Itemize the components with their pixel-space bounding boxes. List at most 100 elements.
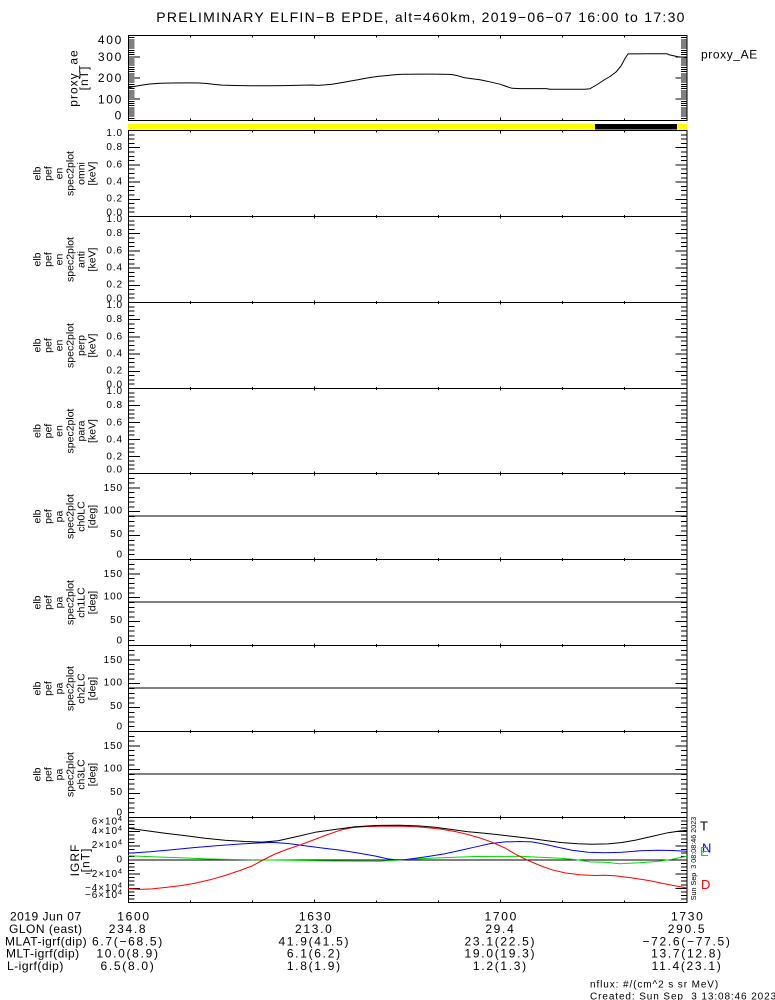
svg-text:[deg]: [deg]: [87, 763, 99, 786]
svg-text:1.2(1.3): 1.2(1.3): [473, 959, 528, 973]
svg-text:spec2plot: spec2plot: [65, 666, 77, 711]
svg-text:19.0(19.3): 19.0(19.3): [465, 947, 537, 961]
svg-text:elb: elb: [32, 424, 44, 438]
svg-text:N: N: [702, 840, 711, 855]
svg-text:0.2: 0.2: [106, 194, 123, 205]
svg-text:0.6: 0.6: [106, 331, 123, 342]
svg-text:4×104: 4×104: [92, 823, 123, 837]
svg-text:1.0: 1.0: [106, 386, 123, 397]
svg-text:L-igrf(dip): L-igrf(dip): [7, 959, 64, 973]
svg-text:200: 200: [98, 71, 123, 85]
svg-text:pef: pef: [43, 595, 55, 610]
svg-text:−6×104: −6×104: [85, 887, 123, 901]
svg-text:0.8: 0.8: [106, 314, 123, 325]
svg-text:1.8(1.9): 1.8(1.9): [287, 959, 342, 973]
svg-text:anti: anti: [76, 251, 88, 268]
svg-text:pa: pa: [54, 597, 66, 609]
svg-text:0: 0: [117, 721, 123, 732]
svg-text:en: en: [54, 425, 66, 437]
svg-text:0.2: 0.2: [106, 280, 123, 291]
svg-text:0.4: 0.4: [106, 435, 123, 446]
svg-text:23.1(22.5): 23.1(22.5): [465, 934, 537, 948]
svg-text:0.0: 0.0: [106, 294, 123, 305]
svg-text:en: en: [54, 168, 66, 180]
svg-text:0: 0: [115, 109, 123, 123]
svg-text:1600: 1600: [117, 910, 151, 924]
svg-text:100: 100: [104, 677, 123, 688]
svg-text:elb: elb: [32, 252, 44, 266]
svg-text:[keV]: [keV]: [87, 161, 99, 185]
svg-text:0.4: 0.4: [106, 263, 123, 274]
svg-text:0: 0: [117, 549, 123, 560]
svg-text:IGRF: IGRF: [68, 844, 82, 877]
svg-text:spec2plot: spec2plot: [65, 237, 77, 282]
svg-text:proxy_ae: proxy_ae: [67, 49, 81, 106]
svg-text:[keV]: [keV]: [87, 247, 99, 271]
svg-text:−72.6(−77.5): −72.6(−77.5): [642, 934, 731, 948]
svg-text:pef: pef: [43, 166, 55, 181]
svg-text:[nT]: [nT]: [77, 66, 91, 91]
svg-text:6.1(6.2): 6.1(6.2): [287, 947, 342, 961]
svg-text:MLAT-igrf(dip): MLAT-igrf(dip): [5, 934, 87, 948]
svg-text:100: 100: [104, 591, 123, 602]
svg-text:29.4: 29.4: [485, 922, 515, 936]
svg-text:[deg]: [deg]: [87, 591, 99, 614]
svg-text:ch0LC: ch0LC: [76, 501, 88, 532]
svg-text:300: 300: [98, 50, 123, 64]
svg-text:41.9(41.5): 41.9(41.5): [278, 934, 350, 948]
svg-text:ch1LC: ch1LC: [76, 587, 88, 618]
svg-text:0: 0: [117, 807, 123, 818]
svg-text:spec2plot: spec2plot: [65, 494, 77, 539]
svg-text:0.0: 0.0: [106, 465, 123, 476]
svg-text:Sun Sep 3 08:08:46 2023: Sun Sep 3 08:08:46 2023: [689, 817, 698, 901]
svg-text:elb: elb: [32, 767, 44, 781]
svg-text:spec2plot: spec2plot: [65, 408, 77, 453]
svg-text:elb: elb: [32, 681, 44, 695]
svg-text:1.0: 1.0: [106, 128, 123, 139]
svg-text:6×104: 6×104: [92, 814, 123, 828]
svg-text:2×104: 2×104: [92, 837, 123, 851]
svg-text:spec2plot: spec2plot: [65, 151, 77, 196]
svg-text:100: 100: [104, 505, 123, 516]
svg-text:pef: pef: [43, 767, 55, 782]
svg-text:10.0(8.9): 10.0(8.9): [96, 947, 159, 961]
svg-text:spec2plot: spec2plot: [65, 323, 77, 368]
svg-text:6.5(8.0): 6.5(8.0): [101, 959, 156, 973]
svg-text:spec2plot: spec2plot: [65, 752, 77, 797]
svg-text:[deg]: [deg]: [87, 505, 99, 528]
svg-text:pef: pef: [43, 424, 55, 439]
svg-text:pa: pa: [54, 769, 66, 781]
svg-text:elb: elb: [32, 509, 44, 523]
svg-text:11.4(23.1): 11.4(23.1): [652, 959, 723, 973]
svg-text:1730: 1730: [671, 910, 705, 924]
svg-text:0.4: 0.4: [106, 349, 123, 360]
svg-text:nflux: #/(cm^2 s sr MeV): nflux: #/(cm^2 s sr MeV): [590, 980, 719, 991]
svg-text:0.8: 0.8: [106, 228, 123, 239]
svg-text:E: E: [700, 844, 709, 859]
svg-text:0.2: 0.2: [106, 366, 123, 377]
svg-text:100: 100: [104, 763, 123, 774]
svg-text:0.6: 0.6: [106, 417, 123, 428]
svg-text:pef: pef: [43, 681, 55, 696]
svg-text:1.0: 1.0: [106, 214, 123, 225]
svg-text:Created: Sun Sep 3 13:08:46 2: Created: Sun Sep 3 13:08:46 2023: [590, 991, 775, 1000]
svg-text:elb: elb: [32, 595, 44, 609]
svg-text:GLON (east): GLON (east): [9, 922, 83, 936]
svg-text:0.6: 0.6: [106, 245, 123, 256]
svg-text:150: 150: [104, 741, 123, 752]
svg-text:13.7(12.8): 13.7(12.8): [651, 947, 723, 961]
svg-text:ch2LC: ch2LC: [76, 673, 88, 704]
svg-text:pa: pa: [54, 511, 66, 523]
svg-text:0.0: 0.0: [106, 208, 123, 219]
svg-text:en: en: [54, 340, 66, 352]
svg-text:0.6: 0.6: [106, 159, 123, 170]
svg-text:2019 Jun 07: 2019 Jun 07: [10, 910, 82, 924]
svg-text:1630: 1630: [299, 910, 333, 924]
svg-text:50: 50: [110, 787, 123, 798]
svg-text:spec2plot: spec2plot: [65, 580, 77, 625]
svg-text:0.2: 0.2: [106, 452, 123, 463]
svg-text:ch3LC: ch3LC: [76, 759, 88, 790]
svg-text:−2×104: −2×104: [85, 866, 123, 880]
svg-text:150: 150: [104, 483, 123, 494]
svg-text:50: 50: [110, 615, 123, 626]
